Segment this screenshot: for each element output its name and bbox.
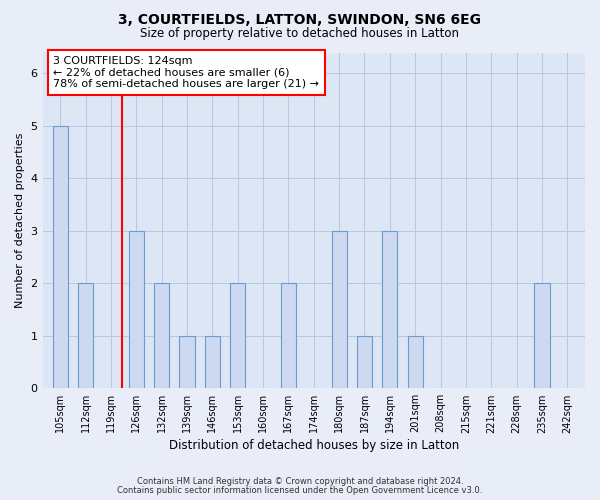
Text: 3, COURTFIELDS, LATTON, SWINDON, SN6 6EG: 3, COURTFIELDS, LATTON, SWINDON, SN6 6EG	[119, 12, 482, 26]
Bar	[129, 231, 144, 388]
Text: Size of property relative to detached houses in Latton: Size of property relative to detached ho…	[140, 28, 460, 40]
Bar	[78, 284, 93, 389]
Bar	[535, 284, 550, 389]
Text: 3 COURTFIELDS: 124sqm
← 22% of detached houses are smaller (6)
78% of semi-detac: 3 COURTFIELDS: 124sqm ← 22% of detached …	[53, 56, 319, 89]
X-axis label: Distribution of detached houses by size in Latton: Distribution of detached houses by size …	[169, 440, 459, 452]
Bar	[382, 231, 397, 388]
Bar	[357, 336, 372, 388]
Text: Contains HM Land Registry data © Crown copyright and database right 2024.: Contains HM Land Registry data © Crown c…	[137, 477, 463, 486]
Bar	[179, 336, 194, 388]
Text: Contains public sector information licensed under the Open Government Licence v3: Contains public sector information licen…	[118, 486, 482, 495]
Bar	[154, 284, 169, 389]
Bar	[53, 126, 68, 388]
Y-axis label: Number of detached properties: Number of detached properties	[15, 132, 25, 308]
Bar	[205, 336, 220, 388]
Bar	[332, 231, 347, 388]
Bar	[230, 284, 245, 389]
Bar	[281, 284, 296, 389]
Bar	[407, 336, 423, 388]
